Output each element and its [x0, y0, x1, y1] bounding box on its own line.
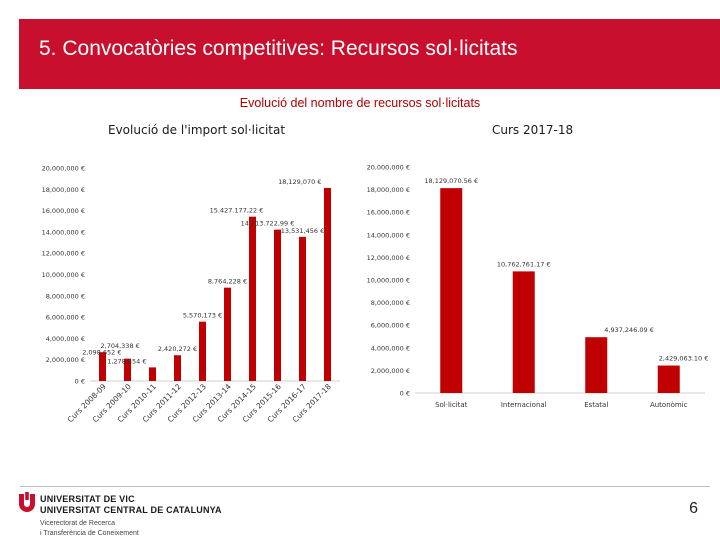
footer-divider	[20, 486, 710, 487]
page-number: 6	[689, 500, 698, 517]
left-bar	[224, 287, 231, 381]
left-data-label: 8,764,228 €	[208, 278, 247, 286]
right-ytick-label: 4,000,000 €	[371, 344, 410, 352]
left-data-label: 5,570,173 €	[183, 312, 222, 320]
left-category-label: Curs 2017-18	[291, 382, 333, 424]
left-ytick-label: 12,000,000 €	[42, 250, 85, 258]
left-ytick-label: 18,000,000 €	[42, 186, 85, 194]
left-bar	[149, 367, 156, 381]
left-bar	[99, 352, 106, 381]
right-ytick-label: 12,000,000 €	[367, 254, 410, 262]
left-category-label: Curs 2014-15	[216, 382, 258, 424]
left-category-label: Curs 2013-14	[191, 382, 233, 424]
left-ytick-label: 10,000,000 €	[42, 271, 85, 279]
right-data-label: 10,762,761.17 €	[497, 260, 551, 268]
right-chart-title: Curs 2017-18	[492, 123, 574, 137]
slide-subtitle: Evolució del nombre de recursos sol·lici…	[239, 96, 481, 110]
left-category-label: Curs 2012-13	[166, 382, 208, 424]
right-bar	[440, 188, 463, 393]
right-ytick-label: 10,000,000 €	[367, 277, 410, 285]
left-category-label: Curs 2016-17	[266, 382, 308, 424]
left-ytick-label: 8,000,000 €	[46, 292, 85, 300]
left-chart-title: Evolució de l'import sol·licitat	[108, 123, 286, 137]
right-ytick-label: 14,000,000 €	[367, 231, 410, 239]
right-bar	[512, 271, 535, 393]
left-bar	[274, 229, 281, 381]
left-category-label: Curs 2011-12	[141, 382, 183, 424]
left-category-label: Curs 2010-11	[116, 382, 158, 424]
header-band: 5. Convocatòries competitives: Recursos …	[19, 19, 720, 89]
right-ytick-label: 16,000,000 €	[367, 209, 410, 217]
left-ytick-label: 20,000,000 €	[42, 165, 85, 173]
left-ytick-label: 14,000,000 €	[42, 228, 85, 236]
right-category-label: Estatal	[584, 401, 608, 409]
left-ytick-label: 0 €	[75, 378, 85, 386]
footer-vicerectorat: Vicerectorat de Recerca	[40, 520, 115, 527]
left-ytick-label: 6,000,000 €	[46, 314, 85, 322]
right-category-label: Autonòmic	[650, 401, 688, 409]
right-bar	[585, 337, 608, 393]
left-category-label: Curs 2015-16	[241, 382, 283, 424]
right-data-label: 4,937,246.09 €	[604, 326, 654, 334]
right-category-label: Internacional	[501, 401, 547, 409]
footer-transfer: i Transferència de Coneixement	[40, 530, 139, 537]
right-ytick-label: 20,000,000 €	[367, 164, 410, 172]
right-bar	[657, 365, 680, 393]
left-data-label: 1,278,554 €	[107, 357, 146, 365]
left-category-label: Curs 2009-10	[91, 382, 133, 424]
left-data-label: 2,420,272 €	[158, 345, 197, 353]
right-data-label: 2,429,063.10 €	[659, 355, 709, 363]
left-ytick-label: 16,000,000 €	[42, 207, 85, 215]
left-bar	[199, 321, 206, 381]
left-data-label: 2,098,652 €	[82, 349, 121, 357]
left-bar	[174, 355, 181, 381]
left-data-label: 15.427.177,22 €	[210, 207, 264, 215]
right-ytick-label: 2,000,000 €	[371, 367, 410, 375]
left-data-label: 14.213.722,99 €	[241, 220, 295, 228]
left-data-label: 18,129,070 €	[278, 178, 321, 186]
left-data-label: 13,531,456 €	[281, 227, 324, 235]
left-category-label: Curs 2008-09	[66, 382, 108, 424]
right-ytick-label: 0 €	[400, 390, 410, 398]
left-bar	[124, 358, 131, 381]
right-ytick-label: 8,000,000 €	[371, 299, 410, 307]
left-bar	[299, 236, 306, 381]
footer-university-name: UNIVERSITAT DE VIC	[40, 494, 135, 504]
footer-university-fullname: UNIVERSITAT CENTRAL DE CATALUNYA	[40, 505, 222, 515]
university-logo-icon	[19, 492, 35, 512]
left-ytick-label: 4,000,000 €	[46, 335, 85, 343]
left-ytick-label: 2,000,000 €	[46, 356, 85, 364]
right-ytick-label: 18,000,000 €	[367, 186, 410, 194]
left-bar	[324, 187, 331, 381]
page-title: 5. Convocatòries competitives: Recursos …	[39, 37, 518, 60]
left-bar	[249, 216, 256, 381]
right-category-label: Sol·licitat	[435, 401, 468, 409]
right-ytick-label: 6,000,000 €	[371, 322, 410, 330]
left-data-label: 2,704,338 €	[101, 342, 140, 350]
right-data-label: 18,129,070.56 €	[424, 177, 478, 185]
